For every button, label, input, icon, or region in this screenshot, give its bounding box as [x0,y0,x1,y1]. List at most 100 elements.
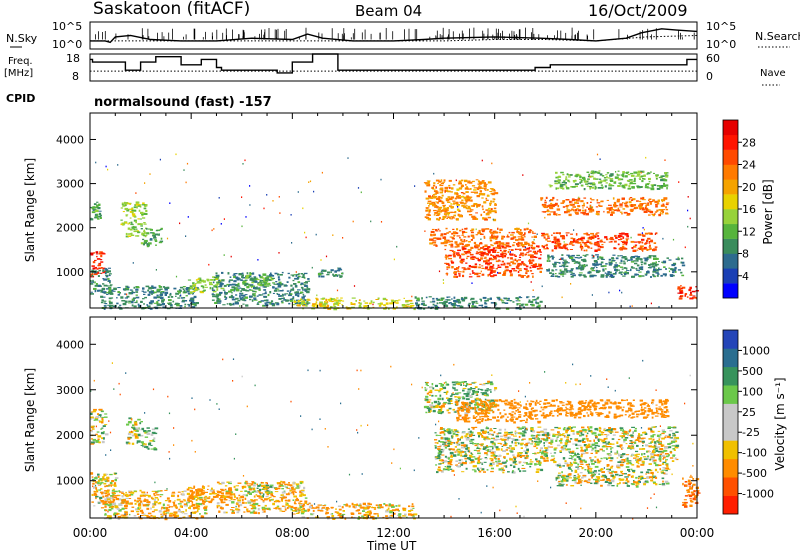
power-cell [445,257,448,260]
power-cell [202,286,205,289]
power-cell [130,221,133,224]
velocity-cell [360,506,365,509]
power-cell [506,262,511,265]
power-cell [159,293,163,296]
velocity-cell [218,510,221,513]
power-cell [121,203,124,206]
power-cell [593,260,598,262]
power-cell [636,259,639,262]
power-cell [600,257,604,260]
velocity-cell [325,511,328,514]
velocity-cell [213,493,218,495]
power-cell [152,232,155,235]
power-cell [155,230,158,232]
velocity-cell [103,482,107,485]
power-cell [609,237,611,240]
power-cell [244,282,249,286]
power-cell [487,250,491,253]
velocity-cell [397,514,401,516]
power-cell [570,268,574,271]
velocity-cell [102,495,105,498]
power-ytick-label: 2000 [56,222,84,235]
velocity-cell [259,493,262,495]
power-cell [454,241,458,244]
velocity-cell [276,482,280,484]
power-cell [432,194,436,196]
power-speck [311,266,313,269]
power-cell [577,197,581,200]
velocity-cell [125,502,128,505]
velocity-cell [90,412,93,415]
power-speck [544,216,546,219]
power-cell [119,307,123,310]
power-speck [599,158,601,160]
velocity-cell [342,510,345,512]
velocity-cell [462,389,465,392]
velocity-cell [252,499,256,502]
power-cell [97,207,101,210]
power-cell [403,297,405,299]
velocity-cell [195,489,198,491]
power-cell [576,208,579,210]
velocity-cell [258,512,260,515]
power-cell [671,264,676,267]
power-speck [380,221,383,223]
power-cell [681,257,684,260]
power-cell [505,307,510,310]
power-cell [276,293,279,295]
velocity-cell [104,481,108,483]
power-cell [423,303,425,305]
power-cell [469,207,472,210]
power-cell [96,289,100,292]
power-cell [264,279,267,281]
power-cell [648,264,651,266]
power-cell [253,281,257,283]
velocity-cell [129,503,131,505]
power-colorbar-swatch [723,238,738,254]
power-cell [292,279,295,282]
velocity-cell [99,420,103,423]
velocity-cell [145,499,148,501]
velocity-cell [267,491,270,493]
power-cell [648,177,651,181]
velocity-cell [137,433,141,437]
power-cell [507,251,510,254]
power-cell [395,302,399,304]
power-cell [456,298,460,301]
power-cell [129,229,133,231]
power-cell [474,246,479,249]
noise-left-top-tick: 10^5 [52,20,82,33]
velocity-cell [440,411,444,413]
power-cell [295,293,298,295]
power-cell [463,268,467,270]
power-cell [453,234,455,237]
power-cell [679,291,682,294]
power-speck [655,268,658,271]
power-cell [553,239,557,241]
velocity-cell [299,480,304,484]
power-cell [492,237,497,240]
power-cell [621,213,623,215]
power-cell [612,197,615,200]
power-cell [241,292,244,295]
velocity-cell [150,514,153,517]
power-cell [559,265,563,267]
power-cell [644,246,647,249]
power-speck [266,194,268,196]
power-cell [450,303,454,306]
velocity-cell [288,482,290,484]
power-cell [601,244,604,246]
power-cell [650,171,652,173]
power-cell [516,243,520,246]
power-cell [570,268,574,270]
velocity-cell [357,517,360,520]
power-cell [591,254,594,257]
power-cell [433,182,436,185]
power-cell [425,182,430,185]
power-cell [459,260,463,263]
velocity-cell [408,513,412,516]
power-cell [619,206,623,208]
power-speck [220,223,222,225]
velocity-cell [208,496,211,498]
velocity-cell [151,428,155,431]
